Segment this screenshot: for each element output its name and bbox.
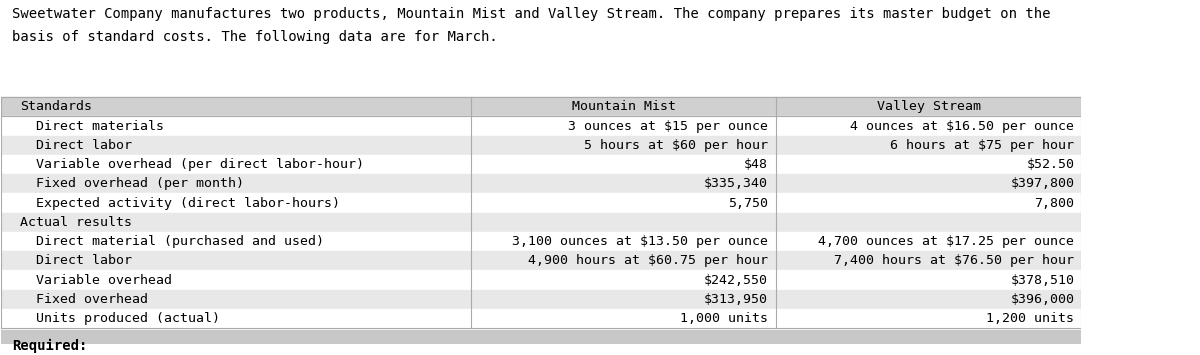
Bar [1, 309, 1081, 328]
Text: $242,550: $242,550 [703, 274, 768, 286]
Text: 4 ounces at $16.50 per ounce: 4 ounces at $16.50 per ounce [851, 120, 1074, 132]
Text: Standards: Standards [19, 100, 91, 113]
Text: Fixed overhead (per month): Fixed overhead (per month) [19, 177, 244, 190]
Text: Fixed overhead: Fixed overhead [19, 293, 148, 306]
Bar [1, 193, 1081, 213]
Text: Valley Stream: Valley Stream [877, 100, 980, 113]
Text: 7,400 hours at $76.50 per hour: 7,400 hours at $76.50 per hour [834, 254, 1074, 267]
Text: 3 ounces at $15 per ounce: 3 ounces at $15 per ounce [568, 120, 768, 132]
Bar [1, 155, 1081, 174]
Bar [1, 174, 1081, 193]
Bar [1, 136, 1081, 155]
Text: 4,900 hours at $60.75 per hour: 4,900 hours at $60.75 per hour [528, 254, 768, 267]
Bar [1, 97, 1081, 116]
Text: $397,800: $397,800 [1010, 177, 1074, 190]
Text: Required:: Required: [12, 338, 88, 353]
Bar [1, 290, 1081, 309]
Text: basis of standard costs. The following data are for March.: basis of standard costs. The following d… [12, 31, 498, 44]
Text: Direct material (purchased and used): Direct material (purchased and used) [19, 235, 324, 248]
Text: Direct labor: Direct labor [19, 254, 132, 267]
Text: $396,000: $396,000 [1010, 293, 1074, 306]
Text: $48: $48 [744, 158, 768, 171]
Text: 5,750: 5,750 [727, 197, 768, 209]
Text: Expected activity (direct labor-hours): Expected activity (direct labor-hours) [19, 197, 340, 209]
Text: Variable overhead: Variable overhead [19, 274, 172, 286]
Bar [1, 116, 1081, 136]
Bar [1, 232, 1081, 251]
Text: Variable overhead (per direct labor-hour): Variable overhead (per direct labor-hour… [19, 158, 364, 171]
Text: Direct labor: Direct labor [19, 139, 132, 152]
Bar [1, 330, 1081, 344]
Bar [1, 251, 1081, 271]
Text: Units produced (actual): Units produced (actual) [19, 312, 220, 325]
Text: $378,510: $378,510 [1010, 274, 1074, 286]
Text: $52.50: $52.50 [1026, 158, 1074, 171]
Text: 4,700 ounces at $17.25 per ounce: 4,700 ounces at $17.25 per ounce [818, 235, 1074, 248]
Text: Sweetwater Company manufactures two products, Mountain Mist and Valley Stream. T: Sweetwater Company manufactures two prod… [12, 6, 1051, 21]
Text: 6 hours at $75 per hour: 6 hours at $75 per hour [890, 139, 1074, 152]
Text: 7,800: 7,800 [1034, 197, 1074, 209]
Text: Direct materials: Direct materials [19, 120, 163, 132]
Text: Mountain Mist: Mountain Mist [571, 100, 676, 113]
Text: 3,100 ounces at $13.50 per ounce: 3,100 ounces at $13.50 per ounce [511, 235, 768, 248]
Text: 1,000 units: 1,000 units [679, 312, 768, 325]
Text: Actual results: Actual results [19, 216, 132, 229]
Bar [1, 213, 1081, 232]
Text: $335,340: $335,340 [703, 177, 768, 190]
Bar [1, 271, 1081, 290]
Text: $313,950: $313,950 [703, 293, 768, 306]
Text: 5 hours at $60 per hour: 5 hours at $60 per hour [583, 139, 768, 152]
Text: 1,200 units: 1,200 units [986, 312, 1074, 325]
